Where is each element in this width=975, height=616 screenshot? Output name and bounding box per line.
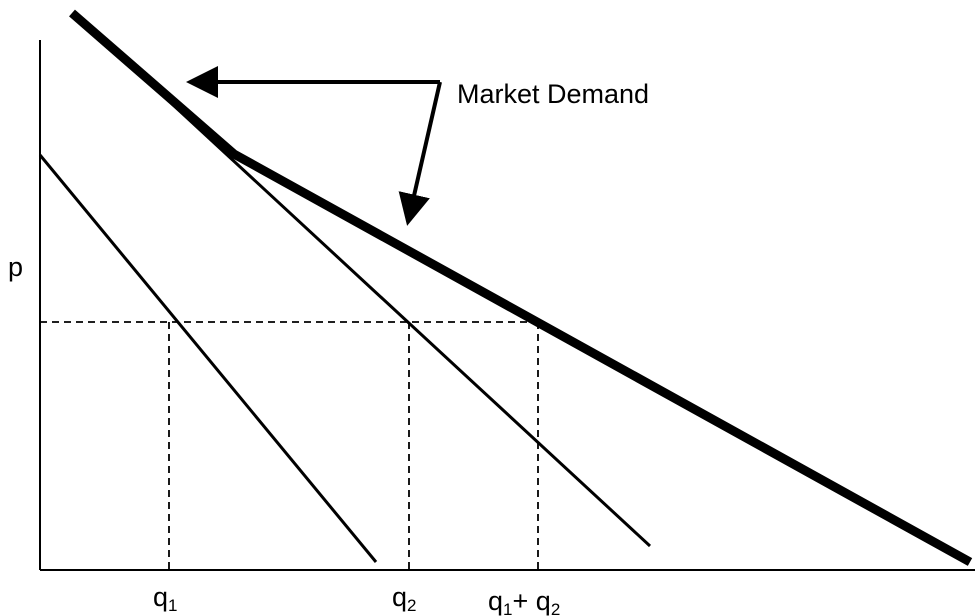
x-tick-sum-base2: q bbox=[536, 586, 551, 616]
x-tick-q2-sub: 2 bbox=[407, 596, 416, 615]
x-tick-sum-sub1: 1 bbox=[503, 600, 512, 616]
annotation-arrow-2 bbox=[398, 81, 442, 226]
x-tick-q2-base: q bbox=[392, 582, 407, 612]
x-tick-sum-sub2: 2 bbox=[551, 600, 560, 616]
demand-curve-1 bbox=[38, 154, 378, 563]
x-tick-q1-plus-q2: q1+ q2 bbox=[488, 586, 560, 616]
x-tick-q1-base: q bbox=[153, 582, 168, 612]
y-axis-label: p bbox=[8, 252, 23, 282]
x-tick-q1: q1 bbox=[153, 582, 178, 615]
x-tick-sum-base1: q bbox=[488, 586, 503, 616]
x-tick-sum-plus: + bbox=[513, 586, 536, 616]
market-demand-curve bbox=[69, 9, 973, 566]
annotation-market-demand: Market Demand bbox=[457, 79, 649, 109]
x-tick-q1-sub: 1 bbox=[168, 596, 177, 615]
x-tick-q2: q2 bbox=[392, 582, 417, 615]
